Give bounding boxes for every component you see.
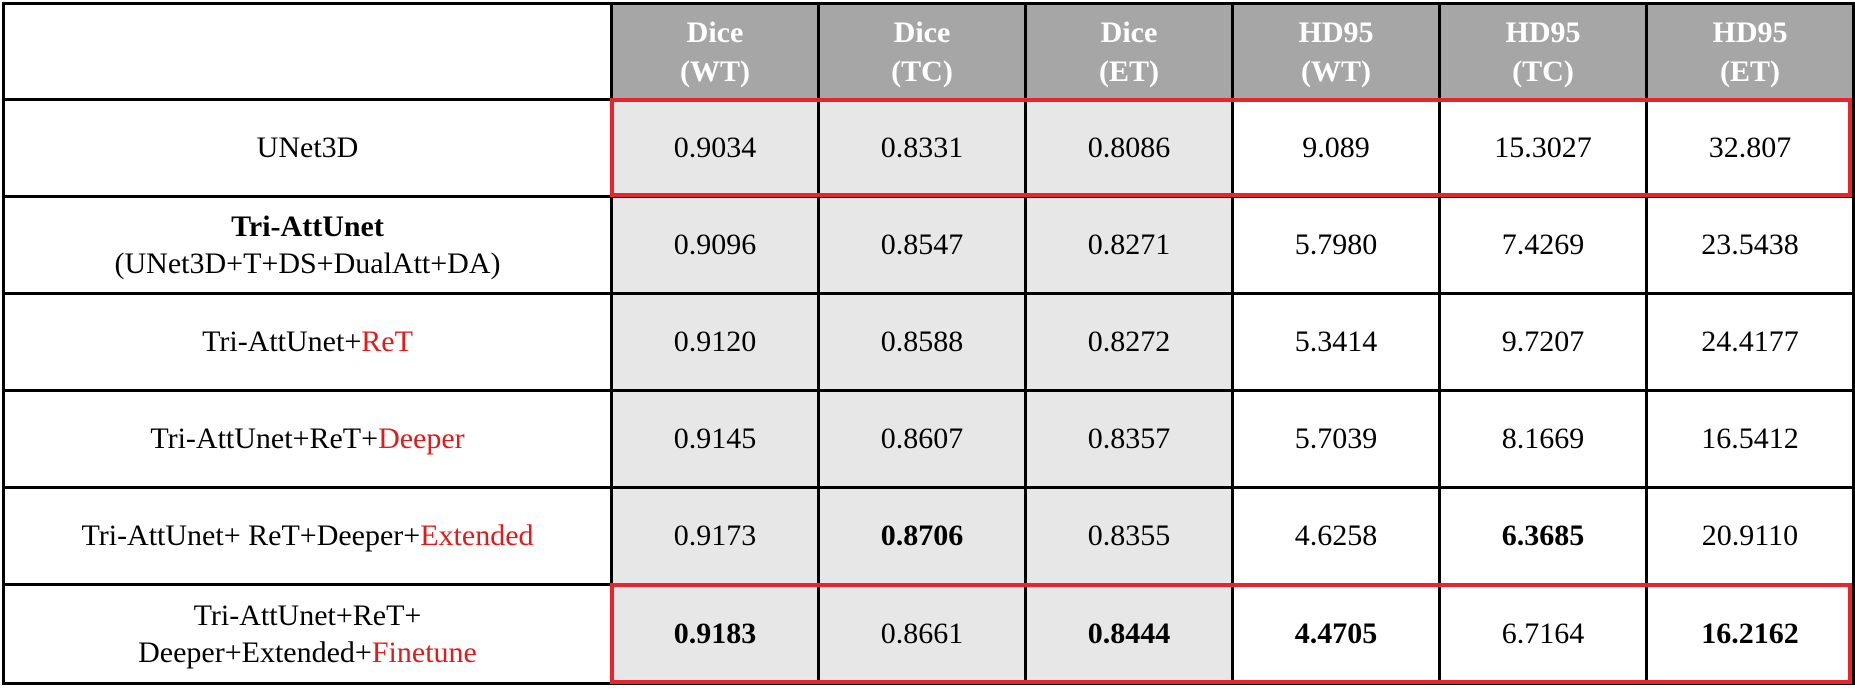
method-highlight: Deeper [378, 422, 465, 456]
value-cell: 9.7207 [1438, 292, 1648, 392]
value-cell: 0.8272 [1024, 292, 1234, 392]
value-cell: 16.2162 [1645, 583, 1855, 685]
table-row: Tri-AttUnet (UNet3D+T+DS+DualAtt+DA) 0.9… [2, 195, 1855, 295]
method-highlight: Extended [420, 519, 534, 553]
value-cell: 0.8331 [817, 98, 1027, 198]
value-cell: 4.6258 [1231, 486, 1441, 586]
value-cell: 0.9183 [610, 583, 820, 685]
method-cell: Tri-AttUnet+ ReT+Deeper+Extended [2, 486, 613, 586]
method-prefix: Deeper+Extended+ [138, 636, 372, 669]
method-highlight: ReT [361, 325, 413, 359]
value-cell: 0.9173 [610, 486, 820, 586]
value-cell: 6.7164 [1438, 583, 1648, 685]
method-prefix: Tri-AttUnet+ [202, 325, 362, 359]
value-cell: 8.1669 [1438, 389, 1648, 489]
method-prefix: Tri-AttUnet+ ReT+Deeper+ [81, 519, 421, 553]
table-row: Tri-AttUnet+ ReT+Deeper+Extended 0.9173 … [2, 486, 1855, 586]
value-cell: 5.7980 [1231, 195, 1441, 295]
method-name-bold: Tri-AttUnet [231, 209, 384, 243]
value-cell: 5.3414 [1231, 292, 1441, 392]
value-cell: 7.4269 [1438, 195, 1648, 295]
header-hd95-et: HD95 (ET) [1645, 2, 1855, 101]
header-dice-tc: Dice (TC) [817, 2, 1027, 101]
method-cell: Tri-AttUnet+ReT+ Deeper+Extended+Finetun… [2, 583, 613, 685]
method-cell: Tri-AttUnet+ReT [2, 292, 613, 392]
header-hd95-tc: HD95 (TC) [1438, 2, 1648, 101]
value-cell: 0.8444 [1024, 583, 1234, 685]
value-cell: 24.4177 [1645, 292, 1855, 392]
table-row: Tri-AttUnet+ReT 0.9120 0.8588 0.8272 5.3… [2, 292, 1855, 392]
method-highlight: Finetune [371, 636, 477, 669]
table-row: Tri-AttUnet+ReT+Deeper 0.9145 0.8607 0.8… [2, 389, 1855, 489]
value-cell: 0.8661 [817, 583, 1027, 685]
value-cell: 20.9110 [1645, 486, 1855, 586]
value-cell: 0.9096 [610, 195, 820, 295]
value-cell: 5.7039 [1231, 389, 1441, 489]
header-hd95-wt: HD95 (WT) [1231, 2, 1441, 101]
header-dice-wt: Dice (WT) [610, 2, 820, 101]
table-row: UNet3D 0.9034 0.8331 0.8086 9.089 15.302… [2, 98, 1855, 198]
header-row: Dice (WT) Dice (TC) Dice (ET) HD95 (WT) HD95… [2, 2, 1855, 101]
value-cell: 0.8547 [817, 195, 1027, 295]
method-detail: (UNet3D+T+DS+DualAtt+DA) [114, 247, 501, 280]
value-cell: 9.089 [1231, 98, 1441, 198]
value-cell: 0.8588 [817, 292, 1027, 392]
method-cell: Tri-AttUnet (UNet3D+T+DS+DualAtt+DA) [2, 195, 613, 295]
value-cell: 16.5412 [1645, 389, 1855, 489]
value-cell: 4.4705 [1231, 583, 1441, 685]
value-cell: 0.9145 [610, 389, 820, 489]
value-cell: 6.3685 [1438, 486, 1648, 586]
value-cell: 0.8271 [1024, 195, 1234, 295]
value-cell: 0.9034 [610, 98, 820, 198]
header-dice-et: Dice (ET) [1024, 2, 1234, 101]
value-cell: 0.8355 [1024, 486, 1234, 586]
value-cell: 23.5438 [1645, 195, 1855, 295]
method-prefix: Tri-AttUnet+ReT+ [150, 422, 379, 456]
value-cell: 0.8706 [817, 486, 1027, 586]
value-cell: 0.8357 [1024, 389, 1234, 489]
value-cell: 15.3027 [1438, 98, 1648, 198]
method-cell: Tri-AttUnet+ReT+Deeper [2, 389, 613, 489]
method-cell: UNet3D [2, 98, 613, 198]
header-corner-cell [2, 2, 613, 101]
value-cell: 32.807 [1645, 98, 1855, 198]
value-cell: 0.9120 [610, 292, 820, 392]
table-row: Tri-AttUnet+ReT+ Deeper+Extended+Finetun… [2, 583, 1855, 685]
value-cell: 0.8086 [1024, 98, 1234, 198]
method-line1: Tri-AttUnet+ReT+ [193, 598, 422, 632]
value-cell: 0.8607 [817, 389, 1027, 489]
